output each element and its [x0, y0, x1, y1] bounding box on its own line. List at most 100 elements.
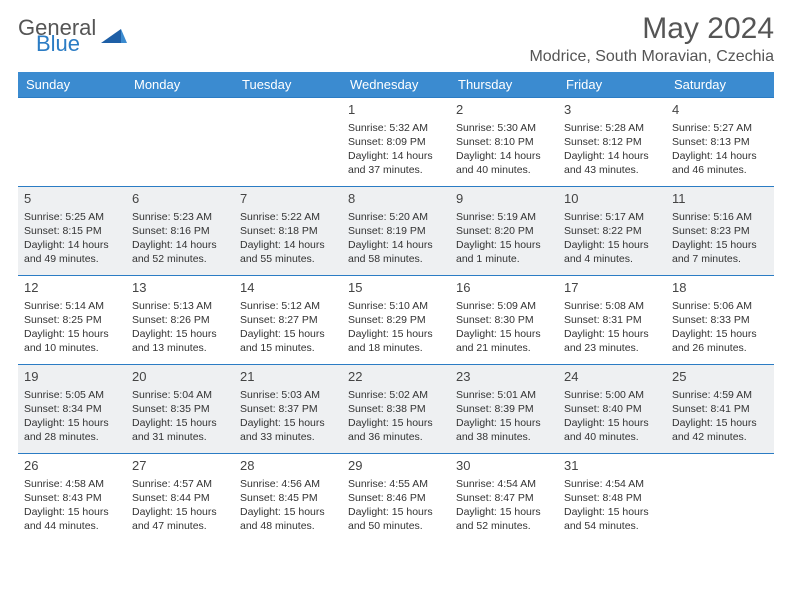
- daylight-text: and 36 minutes.: [348, 430, 444, 444]
- daylight-text: and 52 minutes.: [456, 519, 552, 533]
- day-number: 12: [24, 279, 120, 297]
- week-row: 26Sunrise: 4:58 AMSunset: 8:43 PMDayligh…: [18, 453, 774, 542]
- empty-cell: [126, 98, 234, 186]
- day-cell: 28Sunrise: 4:56 AMSunset: 8:45 PMDayligh…: [234, 454, 342, 542]
- day-header-cell: Sunday: [18, 72, 126, 97]
- daylight-text: Daylight: 15 hours: [240, 327, 336, 341]
- week-row: 5Sunrise: 5:25 AMSunset: 8:15 PMDaylight…: [18, 186, 774, 275]
- day-number: 29: [348, 457, 444, 475]
- day-cell: 22Sunrise: 5:02 AMSunset: 8:38 PMDayligh…: [342, 365, 450, 453]
- day-number: 31: [564, 457, 660, 475]
- sunrise-text: Sunrise: 5:17 AM: [564, 210, 660, 224]
- sunset-text: Sunset: 8:38 PM: [348, 402, 444, 416]
- sunset-text: Sunset: 8:46 PM: [348, 491, 444, 505]
- sunrise-text: Sunrise: 5:28 AM: [564, 121, 660, 135]
- day-cell: 20Sunrise: 5:04 AMSunset: 8:35 PMDayligh…: [126, 365, 234, 453]
- sunset-text: Sunset: 8:09 PM: [348, 135, 444, 149]
- daylight-text: and 55 minutes.: [240, 252, 336, 266]
- day-number: 7: [240, 190, 336, 208]
- sunrise-text: Sunrise: 5:01 AM: [456, 388, 552, 402]
- sunrise-text: Sunrise: 4:54 AM: [564, 477, 660, 491]
- day-number: 19: [24, 368, 120, 386]
- daylight-text: and 44 minutes.: [24, 519, 120, 533]
- day-cell: 16Sunrise: 5:09 AMSunset: 8:30 PMDayligh…: [450, 276, 558, 364]
- sunrise-text: Sunrise: 5:27 AM: [672, 121, 768, 135]
- sunrise-text: Sunrise: 5:06 AM: [672, 299, 768, 313]
- sunset-text: Sunset: 8:41 PM: [672, 402, 768, 416]
- day-cell: 11Sunrise: 5:16 AMSunset: 8:23 PMDayligh…: [666, 187, 774, 275]
- sunset-text: Sunset: 8:20 PM: [456, 224, 552, 238]
- sunrise-text: Sunrise: 5:03 AM: [240, 388, 336, 402]
- sunset-text: Sunset: 8:34 PM: [24, 402, 120, 416]
- sunrise-text: Sunrise: 5:09 AM: [456, 299, 552, 313]
- day-number: 26: [24, 457, 120, 475]
- sunrise-text: Sunrise: 5:30 AM: [456, 121, 552, 135]
- daylight-text: and 4 minutes.: [564, 252, 660, 266]
- daylight-text: Daylight: 15 hours: [672, 416, 768, 430]
- sunset-text: Sunset: 8:15 PM: [24, 224, 120, 238]
- sunrise-text: Sunrise: 5:22 AM: [240, 210, 336, 224]
- day-cell: 8Sunrise: 5:20 AMSunset: 8:19 PMDaylight…: [342, 187, 450, 275]
- day-header-cell: Friday: [558, 72, 666, 97]
- daylight-text: and 26 minutes.: [672, 341, 768, 355]
- logo-triangle-icon: [101, 25, 127, 47]
- daylight-text: Daylight: 15 hours: [24, 327, 120, 341]
- title-block: May 2024 Modrice, South Moravian, Czechi…: [529, 12, 774, 66]
- day-cell: 14 Sunrise: 5:12 AMSunset: 8:27 PMDayligh…: [234, 276, 342, 364]
- daylight-text: and 37 minutes.: [348, 163, 444, 177]
- calendar: SundayMondayTuesdayWednesdayThursdayFrid…: [18, 72, 774, 542]
- daylight-text: and 18 minutes.: [348, 341, 444, 355]
- sunrise-text: Sunrise: 5:12 AM: [240, 299, 336, 313]
- month-title: May 2024: [529, 12, 774, 46]
- day-cell: 30Sunrise: 4:54 AMSunset: 8:47 PMDayligh…: [450, 454, 558, 542]
- sunset-text: Sunset: 8:48 PM: [564, 491, 660, 505]
- sunrise-text: Sunrise: 5:13 AM: [132, 299, 228, 313]
- day-number: 23: [456, 368, 552, 386]
- daylight-text: Daylight: 14 hours: [348, 149, 444, 163]
- sunset-text: Sunset: 8:19 PM: [348, 224, 444, 238]
- day-number: 8: [348, 190, 444, 208]
- daylight-text: and 54 minutes.: [564, 519, 660, 533]
- day-number: 9: [456, 190, 552, 208]
- empty-cell: [666, 454, 774, 542]
- daylight-text: Daylight: 14 hours: [240, 238, 336, 252]
- daylight-text: Daylight: 15 hours: [132, 505, 228, 519]
- day-number: 18: [672, 279, 768, 297]
- daylight-text: and 43 minutes.: [564, 163, 660, 177]
- daylight-text: Daylight: 14 hours: [456, 149, 552, 163]
- sunset-text: Sunset: 8:40 PM: [564, 402, 660, 416]
- day-header-cell: Wednesday: [342, 72, 450, 97]
- day-cell: 5Sunrise: 5:25 AMSunset: 8:15 PMDaylight…: [18, 187, 126, 275]
- sunrise-text: Sunrise: 5:10 AM: [348, 299, 444, 313]
- sunset-text: Sunset: 8:47 PM: [456, 491, 552, 505]
- day-header-cell: Monday: [126, 72, 234, 97]
- day-header-row: SundayMondayTuesdayWednesdayThursdayFrid…: [18, 72, 774, 97]
- sunrise-text: Sunrise: 5:20 AM: [348, 210, 444, 224]
- sunset-text: Sunset: 8:27 PM: [240, 313, 336, 327]
- daylight-text: Daylight: 14 hours: [672, 149, 768, 163]
- day-number: 14: [240, 279, 336, 297]
- sunrise-text: Sunrise: 5:02 AM: [348, 388, 444, 402]
- sunset-text: Sunset: 8:12 PM: [564, 135, 660, 149]
- daylight-text: and 33 minutes.: [240, 430, 336, 444]
- day-cell: 12 Sunrise: 5:14 AMSunset: 8:25 PMDayligh…: [18, 276, 126, 364]
- daylight-text: Daylight: 15 hours: [24, 505, 120, 519]
- sunset-text: Sunset: 8:33 PM: [672, 313, 768, 327]
- day-number: 22: [348, 368, 444, 386]
- day-number: 30: [456, 457, 552, 475]
- day-number: 20: [132, 368, 228, 386]
- daylight-text: and 52 minutes.: [132, 252, 228, 266]
- day-number: 2: [456, 101, 552, 119]
- daylight-text: Daylight: 15 hours: [456, 416, 552, 430]
- sunset-text: Sunset: 8:37 PM: [240, 402, 336, 416]
- day-number: 17: [564, 279, 660, 297]
- sunset-text: Sunset: 8:10 PM: [456, 135, 552, 149]
- day-number: 27: [132, 457, 228, 475]
- day-cell: 26Sunrise: 4:58 AMSunset: 8:43 PMDayligh…: [18, 454, 126, 542]
- daylight-text: Daylight: 15 hours: [456, 327, 552, 341]
- sunrise-text: Sunrise: 4:55 AM: [348, 477, 444, 491]
- sunrise-text: Sunrise: 5:14 AM: [24, 299, 120, 313]
- location-text: Modrice, South Moravian, Czechia: [529, 48, 774, 66]
- day-cell: 4Sunrise: 5:27 AMSunset: 8:13 PMDaylight…: [666, 98, 774, 186]
- sunset-text: Sunset: 8:25 PM: [24, 313, 120, 327]
